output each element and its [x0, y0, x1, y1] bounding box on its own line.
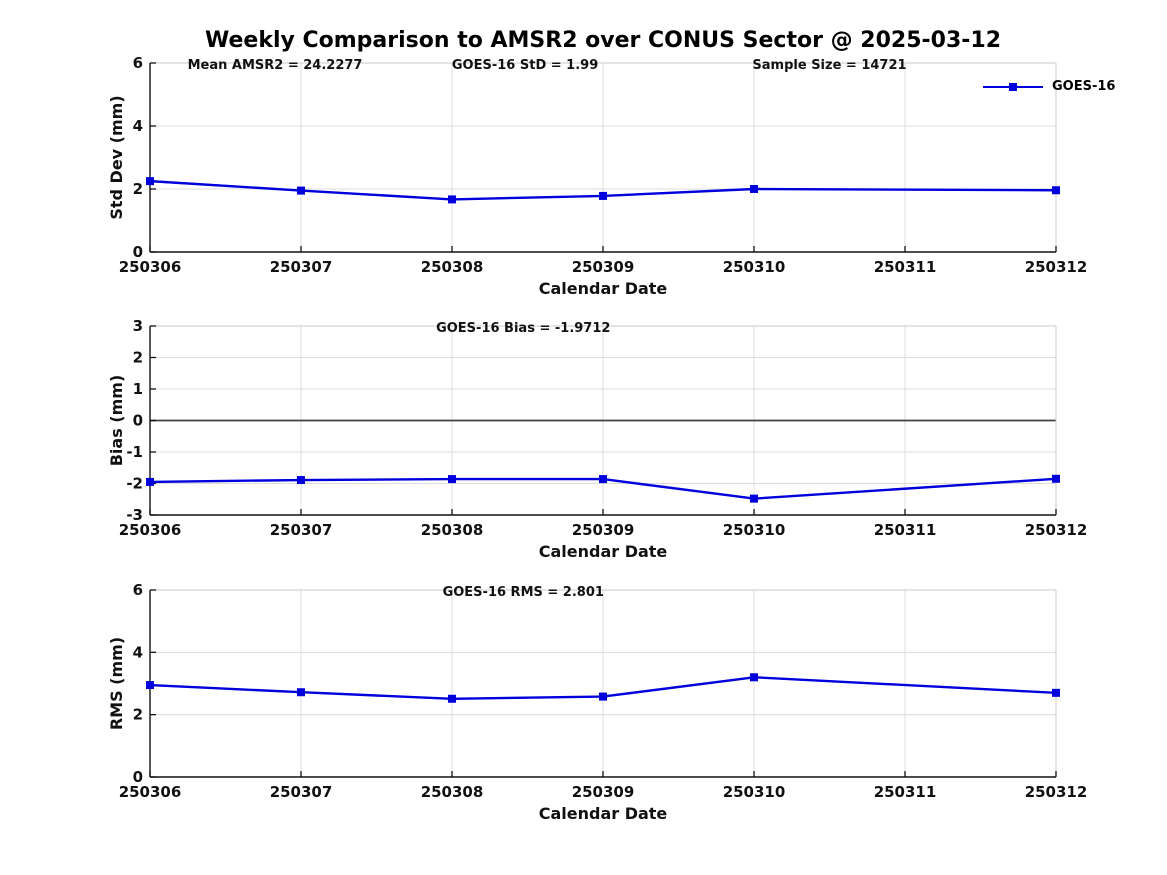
x-tick-label: 250312 [1025, 521, 1088, 539]
annotation: GOES-16 StD = 1.99 [452, 58, 598, 73]
x-tick-label: 250308 [421, 258, 484, 276]
y-tick-label: 0 [133, 243, 143, 261]
x-tick-label: 250306 [119, 783, 182, 801]
y-axis-label: RMS (mm) [107, 637, 126, 730]
x-tick-label: 250306 [119, 258, 182, 276]
y-tick-label: 6 [133, 581, 143, 599]
std-dev-line [148, 179, 1058, 201]
annotation: Mean AMSR2 = 24.2277 [188, 58, 363, 73]
std-dev-marker [448, 195, 456, 204]
rms-marker [146, 681, 154, 690]
bias-marker [297, 476, 305, 485]
std-dev-marker [750, 185, 758, 193]
rms-marker [750, 673, 758, 682]
legend-line-sample [983, 82, 1043, 92]
x-axis-label: Calendar Date [539, 279, 668, 298]
x-axis-label: Calendar Date [539, 542, 668, 561]
annotation: Sample Size = 14721 [752, 58, 906, 73]
x-axis-label: Calendar Date [539, 804, 668, 823]
x-tick-label: 250311 [874, 258, 937, 276]
annotation: GOES-16 RMS = 2.801 [443, 585, 604, 600]
bias-marker [750, 494, 758, 503]
x-tick-label: 250310 [723, 521, 786, 539]
y-tick-label: 4 [133, 117, 143, 135]
y-axis-label: Bias (mm) [107, 375, 126, 467]
x-tick-label: 250308 [421, 521, 484, 539]
y-tick-label: 0 [133, 768, 143, 786]
y-tick-label: 6 [133, 54, 143, 72]
y-tick-label: 4 [133, 643, 143, 661]
y-tick-label: 2 [133, 706, 143, 724]
x-tick-label: 250308 [421, 783, 484, 801]
y-tick-label: -2 [126, 475, 143, 493]
x-tick-label: 250306 [119, 521, 182, 539]
x-tick-label: 250309 [572, 258, 635, 276]
legend-square-marker-icon [1009, 82, 1017, 91]
rms-line [148, 676, 1058, 700]
y-tick-label: 1 [133, 380, 143, 398]
annotation: GOES-16 Bias = -1.9712 [436, 321, 610, 336]
std-dev-marker [146, 177, 154, 186]
x-tick-label: 250310 [723, 783, 786, 801]
y-tick-label: 2 [133, 180, 143, 198]
chart-title: Weekly Comparison to AMSR2 over CONUS Se… [205, 28, 1001, 53]
bias-marker [448, 475, 456, 484]
legend-label: GOES-16 [1052, 79, 1116, 94]
y-tick-label: -1 [126, 443, 143, 461]
x-tick-label: 250312 [1025, 783, 1088, 801]
std-dev-marker [297, 186, 305, 195]
x-tick-label: 250310 [723, 258, 786, 276]
y-tick-label: -3 [126, 506, 143, 524]
legend: GOES-16 [983, 79, 1115, 94]
y-tick-label: 2 [133, 349, 143, 367]
std-dev-marker [1052, 186, 1060, 195]
y-tick-label: 3 [133, 317, 143, 335]
y-tick-label: 0 [133, 412, 143, 430]
x-tick-label: 250309 [572, 783, 635, 801]
x-tick-label: 250311 [874, 521, 937, 539]
rms-marker [448, 694, 456, 703]
rms-marker [599, 692, 607, 701]
x-tick-label: 250309 [572, 521, 635, 539]
x-tick-label: 250307 [270, 521, 333, 539]
bias-marker [599, 475, 607, 484]
x-tick-label: 250312 [1025, 258, 1088, 276]
std-dev-marker [599, 191, 607, 200]
x-tick-label: 250307 [270, 258, 333, 276]
bias-line [148, 477, 1058, 500]
rms-marker [297, 688, 305, 697]
y-axis-label: Std Dev (mm) [107, 95, 126, 219]
x-tick-label: 250307 [270, 783, 333, 801]
bias-marker [1052, 474, 1060, 483]
rms-marker [1052, 688, 1060, 697]
x-tick-label: 250311 [874, 783, 937, 801]
bias-marker [146, 477, 154, 486]
